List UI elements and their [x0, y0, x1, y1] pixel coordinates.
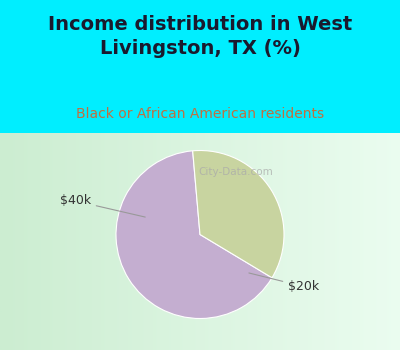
Text: $20k: $20k: [249, 273, 319, 293]
Text: City-Data.com: City-Data.com: [199, 167, 274, 177]
Wedge shape: [116, 151, 272, 318]
Wedge shape: [193, 150, 284, 278]
Text: $40k: $40k: [60, 194, 145, 217]
Text: Black or African American residents: Black or African American residents: [76, 107, 324, 121]
Text: Income distribution in West
Livingston, TX (%): Income distribution in West Livingston, …: [48, 15, 352, 58]
